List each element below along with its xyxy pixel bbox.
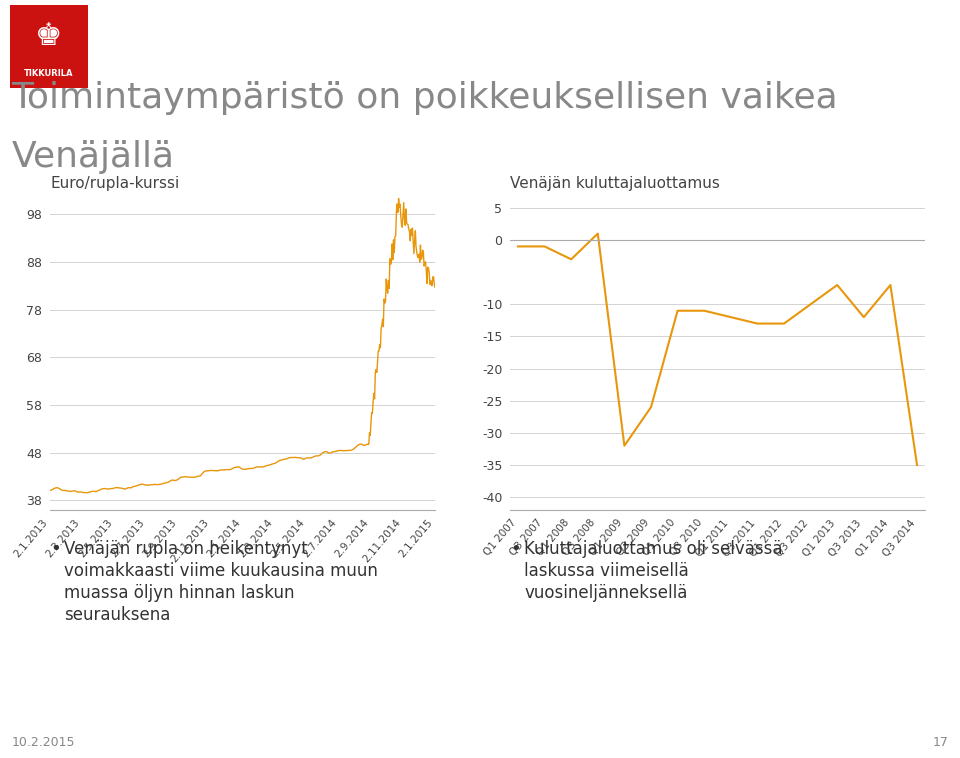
Text: TIKKURILA: TIKKURILA: [24, 68, 74, 77]
Text: Euro/rupla-kurssi: Euro/rupla-kurssi: [50, 176, 180, 191]
Text: Venäjän kuluttajaluottamus: Venäjän kuluttajaluottamus: [510, 176, 720, 191]
Text: Venäjän rupla on heikentynyt: Venäjän rupla on heikentynyt: [64, 540, 308, 558]
Text: ♚: ♚: [36, 22, 62, 51]
Text: 17: 17: [932, 736, 948, 749]
Text: muassa öljyn hinnan laskun: muassa öljyn hinnan laskun: [64, 584, 295, 602]
Text: vuosineljänneksellä: vuosineljänneksellä: [524, 584, 687, 602]
Text: 10.2.2015: 10.2.2015: [12, 736, 75, 749]
Text: Toimintaympäristö on poikkeuksellisen vaikea: Toimintaympäristö on poikkeuksellisen va…: [12, 81, 838, 115]
Text: seurauksena: seurauksena: [64, 606, 171, 624]
Text: Venäjällä: Venäjällä: [12, 139, 175, 174]
Text: voimakkaasti viime kuukausina muun: voimakkaasti viime kuukausina muun: [64, 562, 378, 580]
Text: •: •: [50, 540, 60, 558]
Text: Kuluttajaluottamus oli selvässä: Kuluttajaluottamus oli selvässä: [524, 540, 783, 558]
Text: laskussa viimeisellä: laskussa viimeisellä: [524, 562, 689, 580]
Text: •: •: [510, 540, 520, 558]
